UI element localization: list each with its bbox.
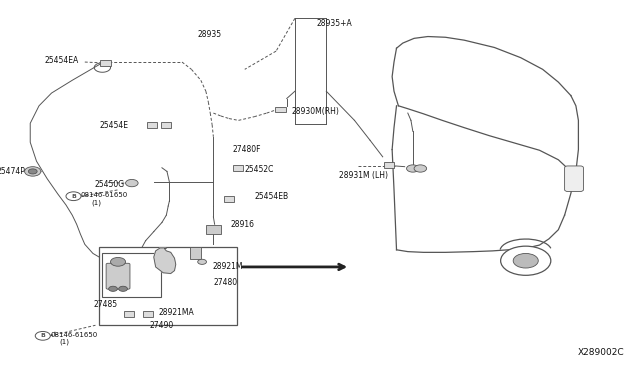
- Text: 28931M (LH): 28931M (LH): [339, 171, 388, 180]
- Circle shape: [111, 257, 125, 266]
- Text: 27490: 27490: [149, 321, 173, 330]
- Circle shape: [118, 286, 127, 291]
- Circle shape: [513, 253, 538, 268]
- Bar: [234, 165, 243, 171]
- Text: 28921MA: 28921MA: [159, 308, 195, 317]
- Text: 25454EB: 25454EB: [254, 192, 288, 201]
- Bar: [102, 253, 161, 297]
- Text: B: B: [40, 333, 45, 339]
- Text: (1): (1): [91, 199, 101, 206]
- Text: B: B: [71, 194, 76, 199]
- FancyBboxPatch shape: [106, 263, 130, 289]
- Text: 27480: 27480: [213, 278, 237, 287]
- Text: (1): (1): [60, 339, 70, 345]
- Text: 25454EA: 25454EA: [44, 56, 79, 65]
- Circle shape: [500, 246, 551, 275]
- Text: 28921M: 28921M: [212, 262, 243, 271]
- Text: 27480F: 27480F: [232, 145, 260, 154]
- Circle shape: [24, 167, 41, 176]
- Bar: [99, 247, 237, 325]
- Text: 25454E: 25454E: [100, 121, 129, 130]
- Text: 08146-61650: 08146-61650: [81, 192, 127, 198]
- Text: 25452C: 25452C: [244, 165, 274, 174]
- Bar: [147, 122, 157, 128]
- Circle shape: [414, 165, 427, 172]
- Text: 28935+A: 28935+A: [317, 19, 353, 28]
- Text: 25450G: 25450G: [94, 180, 124, 189]
- Bar: [189, 247, 201, 259]
- Bar: [384, 162, 394, 168]
- Text: 25474P: 25474P: [0, 167, 25, 176]
- Circle shape: [35, 331, 51, 340]
- Circle shape: [198, 259, 207, 264]
- Text: 28916: 28916: [231, 220, 255, 229]
- Bar: [100, 60, 111, 66]
- Bar: [275, 106, 285, 112]
- Bar: [143, 311, 152, 317]
- Bar: [224, 196, 234, 202]
- Circle shape: [109, 286, 117, 291]
- Circle shape: [406, 165, 419, 172]
- Bar: [206, 225, 221, 234]
- Text: 28935: 28935: [198, 30, 222, 39]
- Text: X289002C: X289002C: [577, 347, 624, 357]
- Circle shape: [28, 169, 37, 174]
- Bar: [124, 311, 134, 317]
- FancyBboxPatch shape: [564, 166, 584, 192]
- Bar: [161, 122, 172, 128]
- Text: 08146-61650: 08146-61650: [51, 332, 97, 338]
- Circle shape: [125, 179, 138, 187]
- Text: 27485: 27485: [94, 300, 118, 309]
- Polygon shape: [154, 248, 176, 273]
- Circle shape: [66, 192, 81, 201]
- Text: 28930M(RH): 28930M(RH): [292, 107, 340, 116]
